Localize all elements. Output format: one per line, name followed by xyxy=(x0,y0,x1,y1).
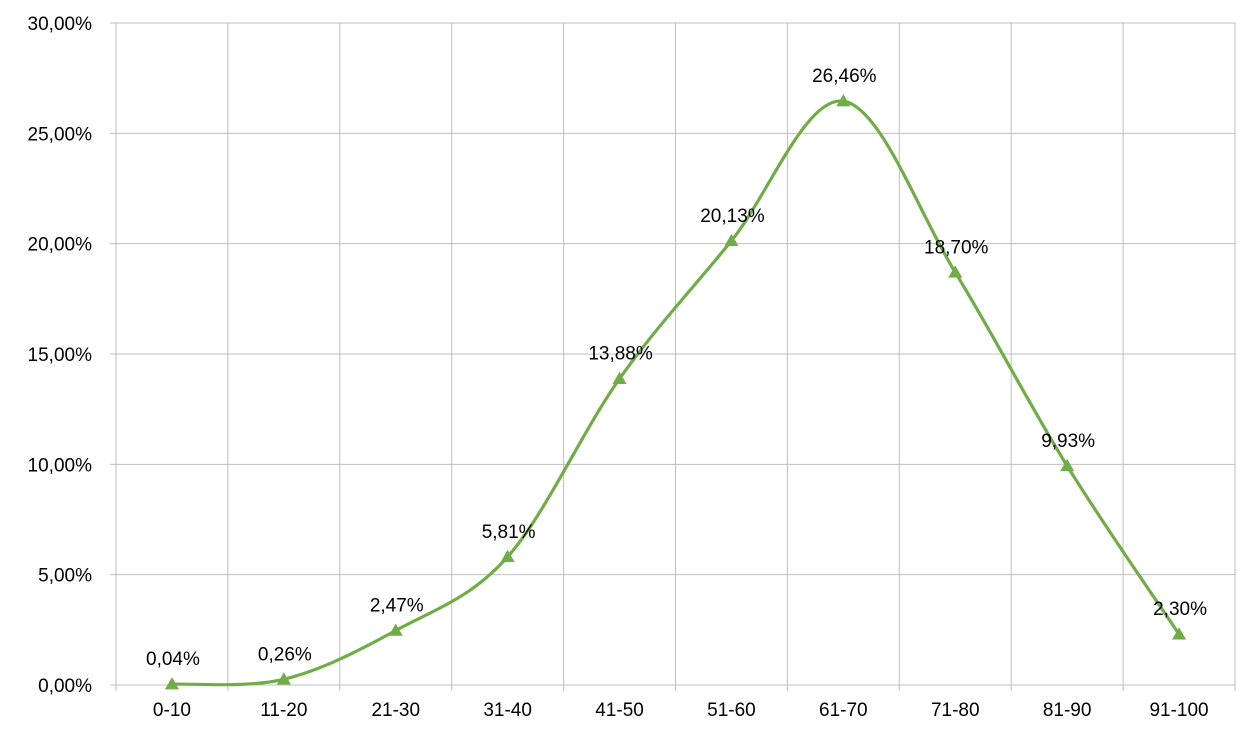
y-tick-label: 10,00% xyxy=(28,455,93,476)
data-point-marker xyxy=(724,233,739,247)
data-point-marker xyxy=(164,677,179,690)
series-group xyxy=(164,94,1187,690)
x-tick-label: 81-90 xyxy=(1043,700,1092,721)
y-tick-label: 25,00% xyxy=(28,124,93,145)
data-point-marker xyxy=(1060,458,1075,472)
x-tick-label: 0-10 xyxy=(153,700,191,721)
y-tick-label: 15,00% xyxy=(28,345,93,366)
data-label: 18,70% xyxy=(924,237,989,258)
y-tick-label: 30,00% xyxy=(28,14,93,35)
data-label: 9,93% xyxy=(1041,431,1095,452)
data-label: 0,26% xyxy=(258,644,312,665)
y-tick-label: 5,00% xyxy=(38,566,92,587)
x-tick-label: 21-30 xyxy=(371,700,420,721)
data-label: 20,13% xyxy=(700,206,765,227)
data-labels: 0,04% 0,26% 2,47% 5,81% 13,88% 20,13% 26,46% 18… xyxy=(146,66,1207,670)
data-point-marker xyxy=(948,265,963,278)
data-label: 2,30% xyxy=(1153,599,1207,620)
x-tick-label: 51-60 xyxy=(707,700,756,721)
data-point-marker xyxy=(388,623,403,636)
data-label: 2,47% xyxy=(370,595,424,616)
data-point-marker xyxy=(612,371,627,384)
y-axis-ticks: 0,00% 5,00% 10,00% 15,00% 20,00% 25,00% 30,00% xyxy=(28,14,93,697)
x-tick-label: 31-40 xyxy=(483,700,532,721)
data-point-marker xyxy=(276,672,291,685)
x-tick-label: 11-20 xyxy=(260,700,307,721)
axes xyxy=(110,22,1235,686)
x-tick-label: 71-80 xyxy=(931,700,980,721)
y-tick-label: 0,00% xyxy=(38,676,92,697)
y-tick-label: 20,00% xyxy=(28,235,93,256)
data-point-marker xyxy=(836,94,851,107)
series-line xyxy=(171,99,1181,687)
data-point-marker xyxy=(1172,627,1187,640)
x-tick-label: 61-70 xyxy=(819,700,868,721)
x-tick-label: 41-50 xyxy=(595,700,644,721)
x-axis-ticks: 0-10 11-20 21-30 31-40 41-50 51-60 61-70 71-80 8… xyxy=(153,700,1209,721)
data-label: 26,46% xyxy=(812,66,877,87)
data-label: 13,88% xyxy=(588,344,653,365)
x-tick-label: 91-100 xyxy=(1149,700,1208,721)
data-label: 0,04% xyxy=(146,649,200,670)
grid xyxy=(115,22,1236,691)
data-point-marker xyxy=(500,549,515,563)
data-label: 5,81% xyxy=(482,522,536,543)
